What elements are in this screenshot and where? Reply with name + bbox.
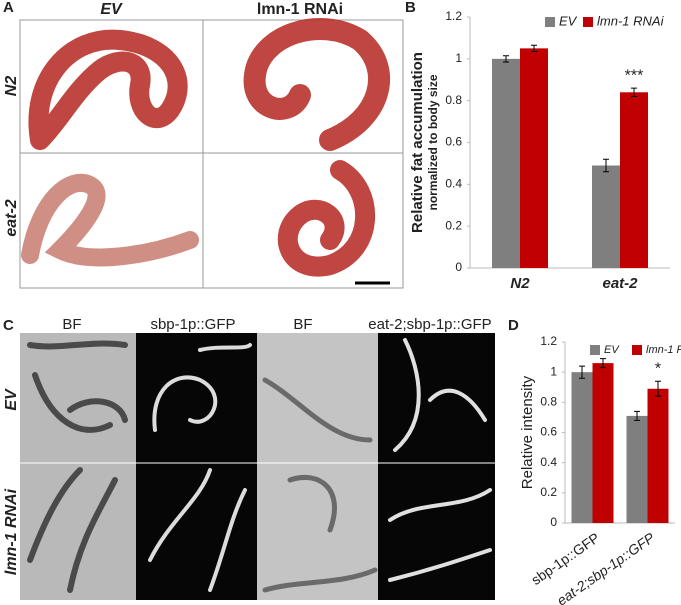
row-header: eat-2 [3,199,20,236]
panel-label: D [508,317,519,334]
y-tick-label: 0 [550,515,557,529]
bar [492,58,520,269]
x-tick-label: eat-2 [602,275,638,292]
worm [21,173,199,267]
error-bar [600,358,606,369]
y-tick-label: 0.4 [445,177,462,191]
column-header: sbp-1p::GFP [150,316,235,333]
bar [592,363,614,523]
error-bar [634,410,640,421]
y-tick-label: 0 [455,260,462,274]
bar [647,388,669,523]
panel-label: B [405,0,416,16]
column-header: BF [293,316,312,333]
micrograph-grid-c [20,333,495,600]
annotation: *** [625,67,644,84]
row-header: EV [3,388,20,411]
worm [27,340,128,593]
y-tick-label: 1.2 [540,334,557,348]
y-tick-label: 0.8 [445,93,462,107]
bar [571,372,593,523]
legend-label: lmn-1 RNAi [597,13,665,28]
y-tick-label: 0.2 [445,218,462,232]
y-tick-label: 1 [455,51,462,65]
row-header: N2 [3,76,20,97]
bar [626,415,648,523]
legend-swatch [583,17,593,27]
bar [592,165,620,268]
panel-label: C [3,317,14,334]
y-axis-label: Relative fat accumulation [409,52,426,233]
worm [262,377,378,593]
worm [148,343,252,592]
row-header: lmn-1 RNAi [3,488,20,575]
y-tick-label: 0.8 [540,395,557,409]
legend-label: lmn-1 RNAi [646,344,681,356]
x-tick-label: eat-2;sbp-1p::GFP [554,529,658,605]
y-tick-label: 0.6 [540,425,557,439]
y-tick-label: 1.2 [445,9,462,23]
annotation: * [655,360,661,377]
y-tick-label: 1 [550,364,557,378]
error-bar [603,158,609,173]
column-header: EV [100,1,123,18]
panel-label: A [3,0,14,16]
legend-swatch [590,345,600,355]
error-bar [579,365,585,379]
column-header: BF [62,316,81,333]
error-bar [631,87,637,97]
x-tick-label: N2 [510,275,530,292]
error-bar [655,380,661,397]
legend-label: EV [559,13,578,28]
worm [243,17,391,151]
y-tick-label: 0.6 [445,135,462,149]
legend-swatch [632,345,642,355]
error-bar [531,44,537,53]
bar [520,48,548,268]
worm [277,160,376,277]
y-tick-label: 0.2 [540,485,557,499]
error-bar [503,55,509,63]
bar [620,92,648,268]
micrograph-grid-a [19,17,404,289]
worm [28,29,188,150]
micrograph [136,333,257,600]
micrograph [257,333,378,600]
worm [388,338,492,582]
legend-swatch [545,17,555,27]
y-axis-sublabel: normalized to body size [426,74,440,210]
y-tick-label: 0.4 [540,455,557,469]
y-axis-label: Relative intensity [519,375,536,489]
column-header: eat-2;sbp-1p::GFP [368,316,491,333]
column-header: lmn-1 RNAi [257,1,343,18]
legend-label: EV [604,344,620,356]
micrograph [378,333,495,600]
